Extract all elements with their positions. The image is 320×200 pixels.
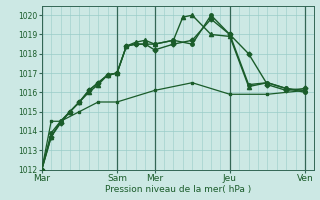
X-axis label: Pression niveau de la mer( hPa ): Pression niveau de la mer( hPa ) (105, 185, 251, 194)
